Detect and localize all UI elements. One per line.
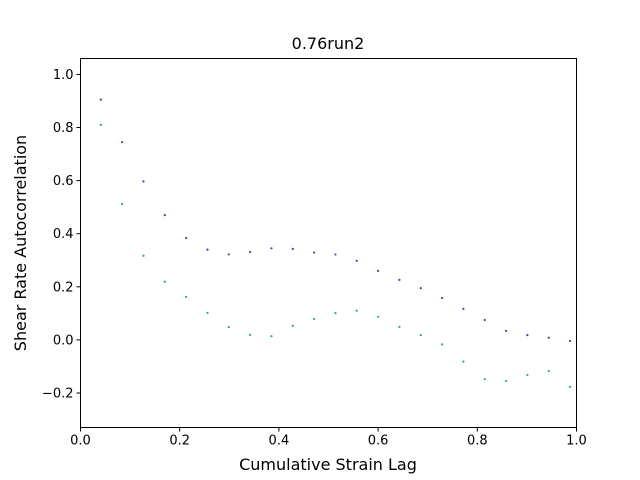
- data-point-series-1-23: [568, 339, 572, 343]
- data-point-series-1-2: [121, 141, 124, 144]
- x-tick-label: 0.0: [70, 434, 91, 449]
- data-point-series-2-23: [568, 385, 572, 388]
- data-point-series-1-20: [504, 329, 508, 332]
- data-point-series-1-19: [483, 318, 486, 322]
- data-point-series-2-4: [163, 280, 166, 283]
- data-point-series-2-9: [270, 335, 273, 338]
- data-point-series-1-14: [377, 269, 380, 272]
- data-point-series-2-18: [462, 360, 465, 363]
- x-tick-label: 0.4: [269, 434, 290, 449]
- data-point-series-1-13: [355, 259, 358, 262]
- data-point-series-2-10: [291, 324, 294, 327]
- data-point-series-1-12: [334, 253, 337, 256]
- data-point-series-1-4: [163, 214, 166, 217]
- x-tick-label: 0.2: [169, 434, 190, 449]
- data-point-series-1-5: [185, 236, 188, 240]
- data-marks: [99, 98, 572, 388]
- data-point-series-1-15: [398, 278, 401, 281]
- data-point-series-2-6: [206, 311, 209, 314]
- chart-title: 0.76run2: [292, 34, 365, 53]
- data-point-series-2-1: [99, 123, 102, 126]
- data-point-series-2-20: [504, 379, 508, 383]
- data-point-series-1-11: [313, 251, 316, 254]
- data-point-series-2-14: [377, 315, 380, 318]
- axis-ticks: 0.0 0.2 0.4 0.6 0.8 1.0 −0.2 0.0 0.2 0.4 0.6 0.8 1.0: [42, 68, 587, 449]
- data-point-series-2-16: [419, 334, 422, 337]
- data-point-series-2-8: [249, 333, 252, 336]
- data-point-series-2-5: [185, 295, 188, 298]
- data-point-series-2-7: [227, 326, 230, 329]
- data-point-series-2-21: [526, 373, 529, 377]
- y-tick-label: 0.2: [53, 280, 74, 295]
- data-point-series-1-1: [99, 98, 102, 101]
- data-point-series-2-13: [355, 309, 358, 312]
- data-point-series-1-21: [526, 334, 529, 337]
- x-axis-label: Cumulative Strain Lag: [239, 455, 417, 474]
- data-point-series-1-3: [142, 180, 145, 183]
- y-tick-label: 1.0: [53, 68, 74, 83]
- data-point-series-2-11: [313, 317, 316, 321]
- data-point-series-2-12: [334, 311, 337, 315]
- y-tick-label: 0.8: [53, 121, 74, 136]
- x-tick-label: 1.0: [566, 434, 587, 449]
- data-point-series-1-22: [547, 336, 550, 339]
- y-axis-label: Shear Rate Autocorrelation: [11, 135, 30, 351]
- data-point-series-1-17: [440, 296, 444, 300]
- data-point-series-2-2: [121, 202, 124, 206]
- data-point-series-2-17: [440, 343, 444, 346]
- data-point-series-1-7: [227, 253, 230, 256]
- x-tick-label: 0.8: [467, 434, 488, 449]
- y-tick-label: 0.0: [53, 333, 74, 348]
- data-point-series-1-16: [419, 287, 422, 290]
- plot-area-frame: [80, 58, 577, 428]
- data-point-series-2-19: [483, 378, 486, 381]
- data-point-series-1-6: [206, 248, 209, 251]
- data-point-series-1-9: [270, 247, 273, 250]
- data-point-series-2-15: [398, 325, 401, 328]
- y-tick-label: 0.6: [53, 174, 74, 189]
- x-tick-label: 0.6: [368, 434, 389, 449]
- data-point-series-1-10: [291, 247, 294, 250]
- data-point-series-2-3: [142, 254, 145, 257]
- y-tick-label: 0.4: [53, 227, 74, 242]
- y-tick-label: −0.2: [42, 386, 74, 401]
- data-point-series-2-22: [547, 369, 550, 373]
- data-point-series-1-18: [462, 307, 465, 310]
- data-point-series-1-8: [249, 250, 252, 254]
